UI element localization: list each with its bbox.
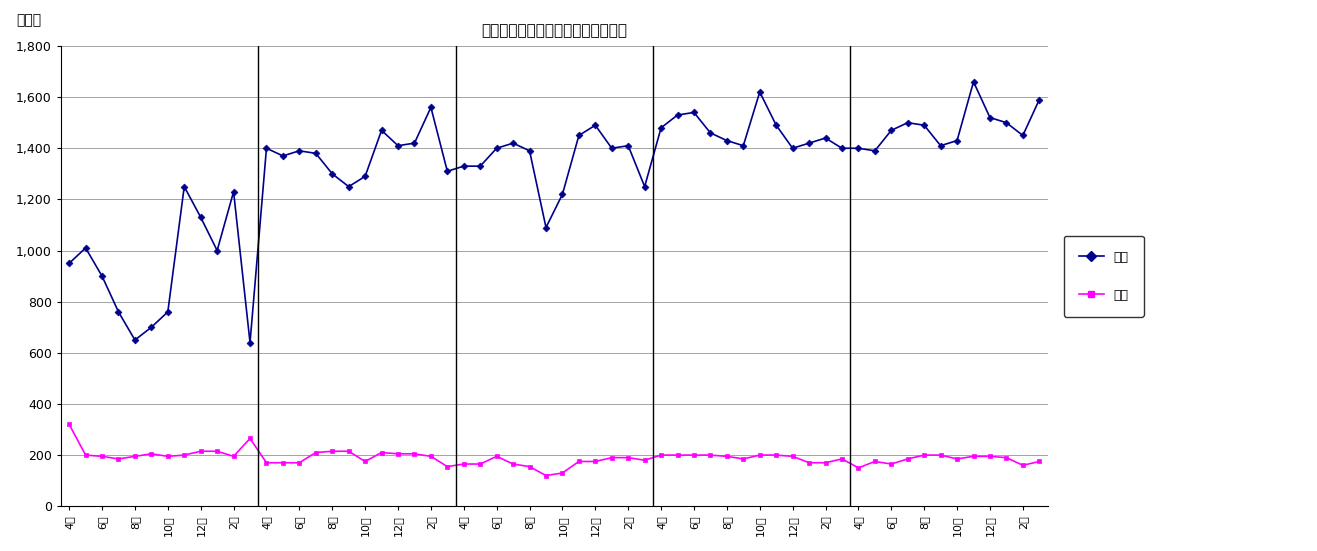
Text: （件）: （件） [17,14,42,28]
Legend: 外来, 入院: 外来, 入院 [1064,236,1143,317]
Title: 化学療法無菌調整件数月別年度推移: 化学療法無菌調整件数月別年度推移 [481,23,627,38]
